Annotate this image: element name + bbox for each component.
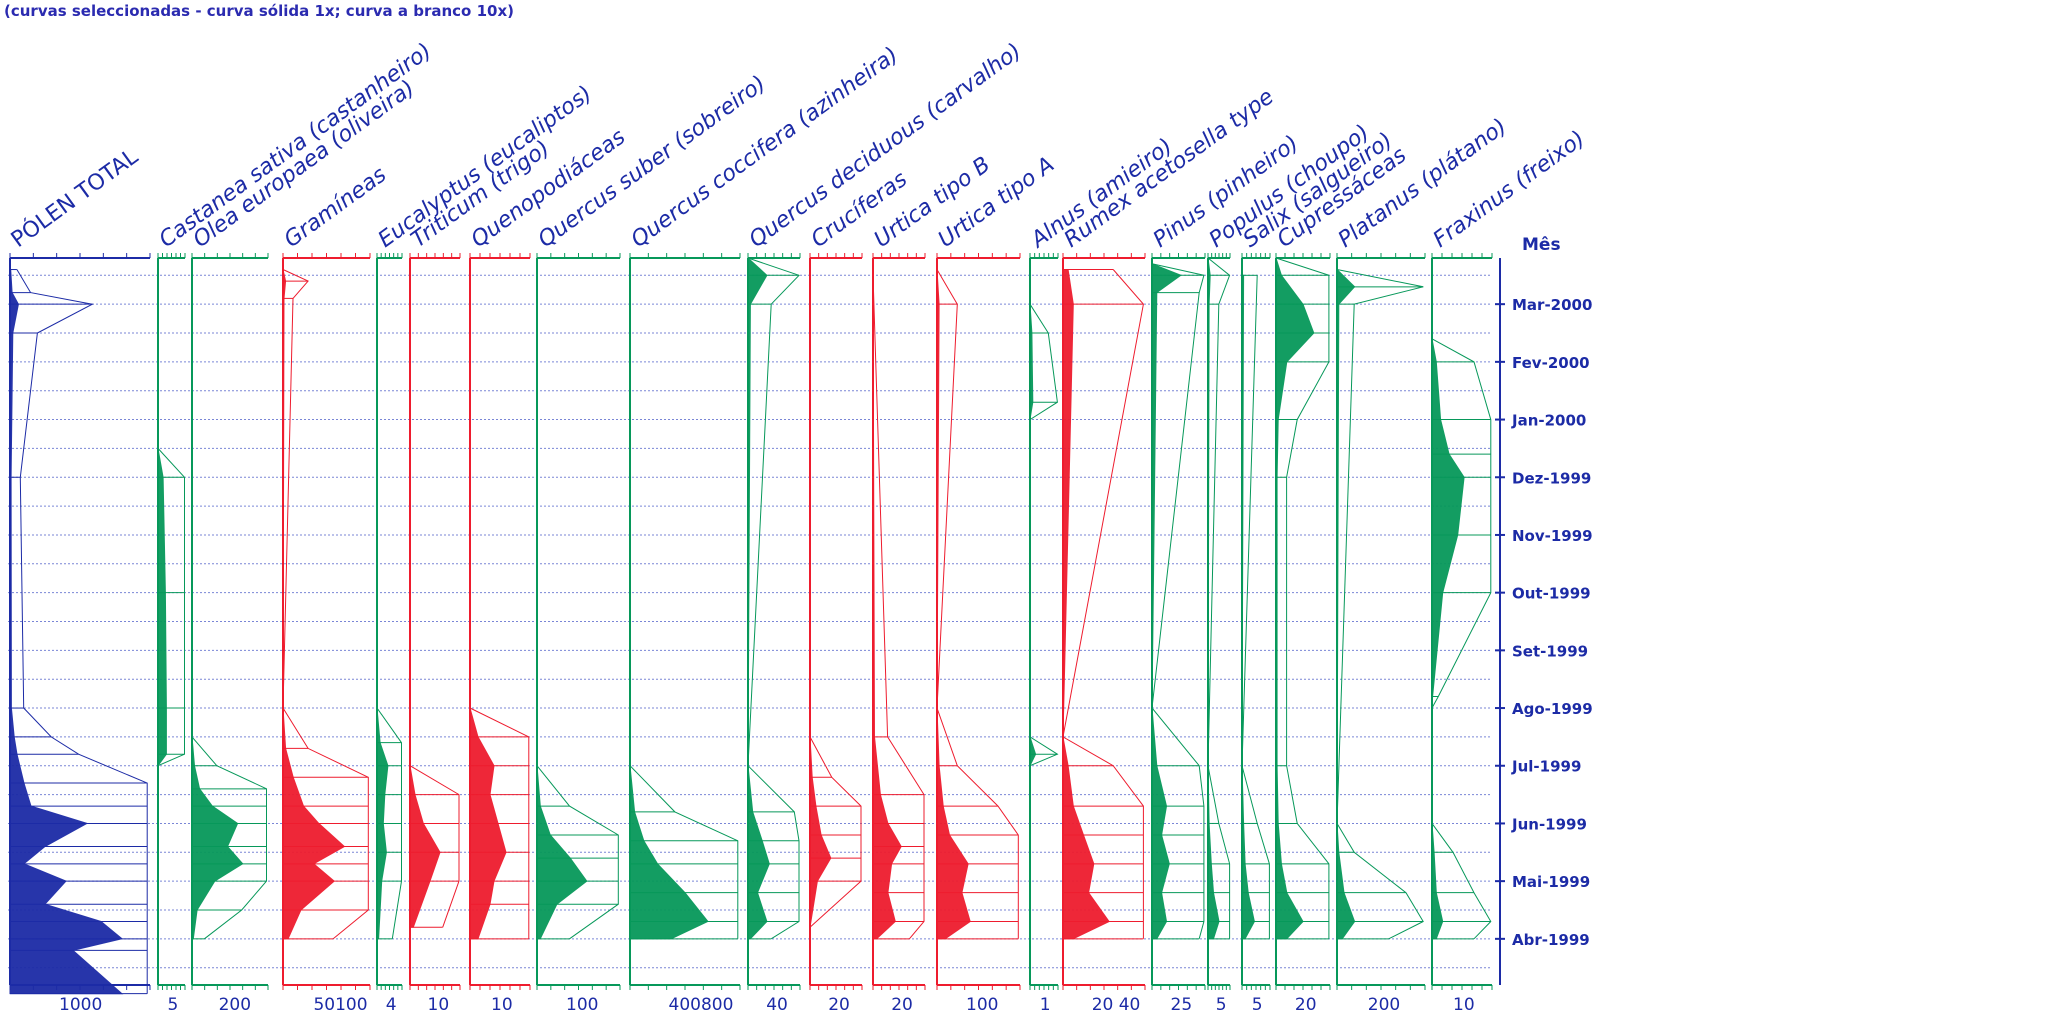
scale-label: 20 [828, 995, 850, 1015]
month-label: Out-1999 [1512, 585, 1591, 603]
taxon-label: PÓLEN TOTAL [6, 143, 143, 253]
month-label: Ago-1999 [1512, 700, 1593, 718]
profile-exaggerated [1431, 338, 1492, 940]
scale-label: 5 [1216, 995, 1227, 1015]
scale-label: 1 [1040, 995, 1051, 1015]
profile-exaggerated [376, 707, 402, 939]
scale-label: 1000 [59, 995, 102, 1015]
profile-solid [282, 269, 346, 940]
scale-label: 400800 [669, 995, 734, 1015]
profile-exaggerated [157, 448, 185, 767]
profile-exaggerated [191, 736, 267, 940]
profile-solid [409, 765, 441, 928]
profile-exaggerated [1336, 269, 1424, 940]
profile-exaggerated [936, 269, 1019, 939]
scale-label: 10 [1453, 995, 1475, 1015]
scale-label: 4 [386, 995, 397, 1015]
month-label: Nov-1999 [1512, 527, 1593, 545]
month-label: Fev-2000 [1512, 354, 1590, 372]
month-label: Jun-1999 [1511, 815, 1587, 833]
profile-exaggerated [872, 275, 925, 940]
profile-solid [1431, 338, 1465, 940]
month-label: Jul-1999 [1511, 758, 1581, 776]
month-label: Abr-1999 [1512, 931, 1590, 949]
profile-exaggerated [747, 257, 800, 940]
profile-solid [191, 736, 244, 940]
month-label: Mai-1999 [1512, 873, 1590, 891]
month-label: Dez-1999 [1512, 469, 1591, 487]
profile-solid [872, 275, 902, 940]
month-label: Mar-2000 [1512, 296, 1592, 314]
profile-solid [1062, 268, 1110, 940]
scale-label: 5 [167, 995, 178, 1015]
profile-solid [157, 448, 167, 766]
scale-label: 100 [966, 995, 998, 1015]
scale-label: 50100 [313, 995, 367, 1015]
scale-label: 25 [1171, 995, 1193, 1015]
scale-label: 10 [491, 995, 513, 1015]
scale-label: 100 [566, 995, 598, 1015]
scale-label: 200 [219, 995, 251, 1015]
profile-solid [1151, 263, 1182, 940]
month-label: Set-1999 [1512, 642, 1588, 660]
month-label: Jan-2000 [1511, 412, 1586, 430]
profile-exaggerated [1062, 269, 1144, 939]
profile-solid [9, 268, 124, 995]
scale-label: 10 [428, 995, 450, 1015]
chart-caption: (curvas seleccionadas - curva sólida 1x;… [4, 2, 514, 20]
profile-solid [747, 256, 770, 940]
profile-exaggerated [1241, 275, 1270, 939]
scale-label: 20 40 [1092, 995, 1141, 1015]
profile-exaggerated [1207, 257, 1231, 939]
profile-exaggerated [409, 765, 460, 928]
scale-label: 20 [1295, 995, 1317, 1015]
profile-solid [809, 736, 832, 928]
scale-label: 40 [766, 995, 788, 1015]
scale-label: 20 [891, 995, 913, 1015]
profile-solid [1241, 274, 1255, 940]
months-header: Mês [1522, 235, 1561, 255]
scale-label: 5 [1252, 995, 1263, 1015]
profile-solid [1029, 304, 1037, 766]
profile-solid [536, 765, 588, 940]
scale-label: 200 [1368, 995, 1400, 1015]
